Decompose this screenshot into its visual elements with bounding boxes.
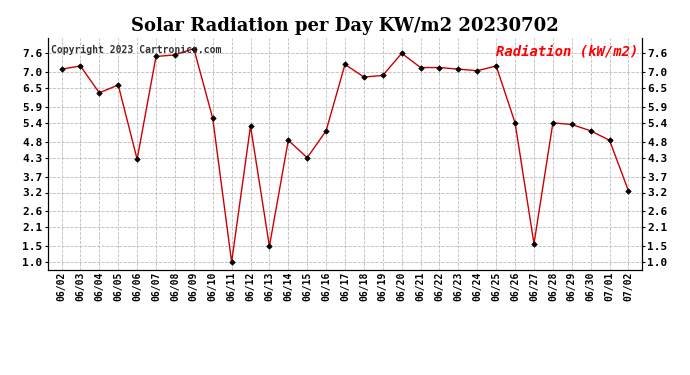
Title: Solar Radiation per Day KW/m2 20230702: Solar Radiation per Day KW/m2 20230702 <box>131 16 559 34</box>
Text: Copyright 2023 Cartronics.com: Copyright 2023 Cartronics.com <box>51 45 221 54</box>
Text: Radiation (kW/m2): Radiation (kW/m2) <box>496 45 639 58</box>
